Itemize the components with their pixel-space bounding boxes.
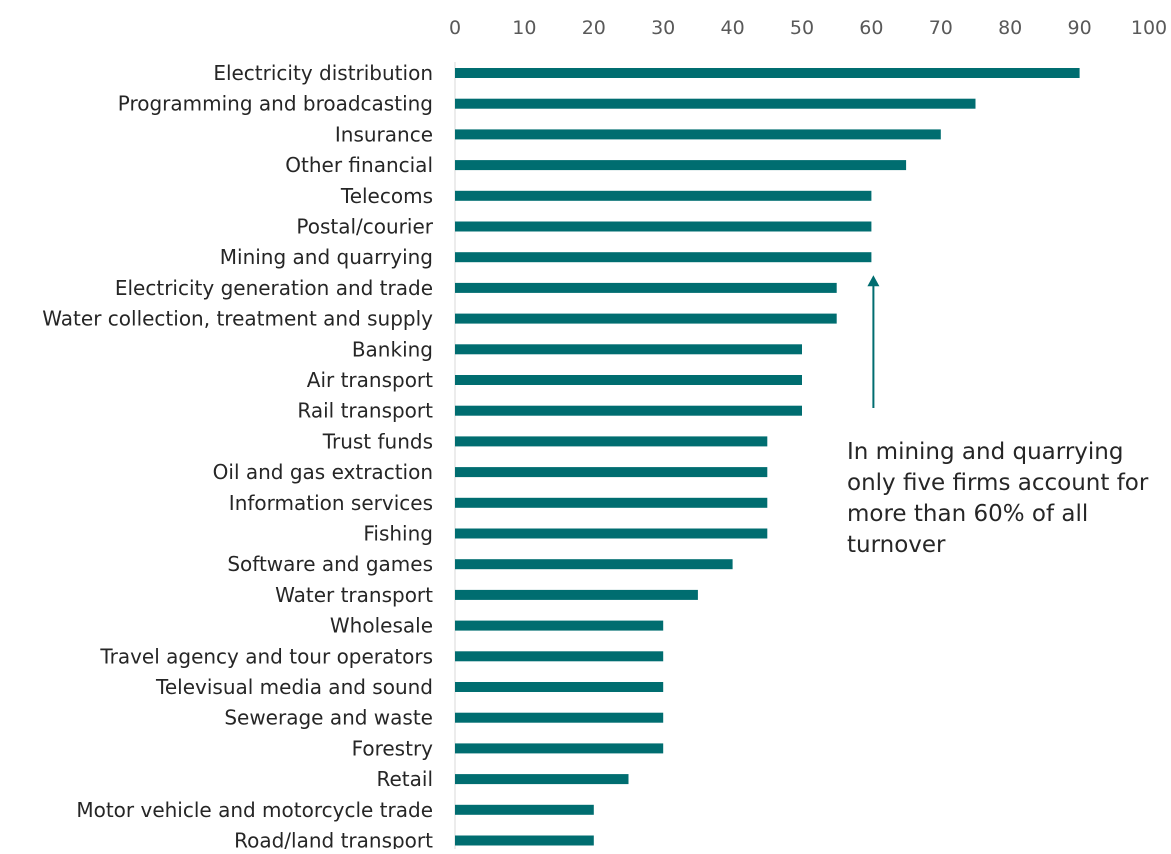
- bar: [455, 68, 1080, 78]
- bar: [455, 221, 872, 232]
- category-label: Telecoms: [340, 184, 433, 208]
- category-label: Insurance: [335, 122, 433, 146]
- category-label: Rail transport: [297, 399, 433, 423]
- category-label: Banking: [352, 337, 433, 361]
- category-label: Trust funds: [322, 429, 433, 453]
- category-label: Motor vehicle and motorcycle trade: [76, 798, 433, 822]
- bar: [455, 743, 664, 754]
- x-tick-label: 10: [512, 17, 536, 39]
- bar: [455, 651, 664, 662]
- bar: [455, 804, 594, 815]
- bar: [455, 774, 629, 785]
- annotation-arrow-head: [867, 275, 880, 287]
- x-tick-label: 40: [721, 17, 745, 39]
- category-label: Sewerage and waste: [224, 706, 433, 730]
- category-label: Fishing: [363, 522, 433, 546]
- x-tick-label: 100: [1131, 17, 1167, 39]
- bar: [455, 559, 733, 570]
- category-label: Travel agency and tour operators: [99, 644, 433, 668]
- bar: [455, 252, 872, 263]
- category-label: Software and games: [227, 552, 433, 576]
- category-label: Electricity distribution: [213, 61, 433, 85]
- category-label: Other financial: [285, 153, 433, 177]
- bars: [455, 68, 1080, 846]
- x-tick-label: 20: [582, 17, 606, 39]
- x-tick-label: 60: [859, 17, 883, 39]
- category-label: Information services: [229, 491, 433, 515]
- category-label: Wholesale: [330, 614, 433, 638]
- category-label: Mining and quarrying: [220, 245, 433, 269]
- x-tick-label: 50: [790, 17, 814, 39]
- bar: [455, 313, 837, 324]
- category-label: Forestry: [352, 736, 434, 760]
- category-label: Road/land transport: [234, 829, 433, 850]
- bar: [455, 589, 698, 600]
- x-tick-label: 90: [1068, 17, 1092, 39]
- x-tick-label: 0: [449, 17, 461, 39]
- x-tick-label: 70: [929, 17, 953, 39]
- category-labels: Electricity distribution Programming and …: [42, 61, 434, 853]
- bar: [455, 497, 768, 508]
- bar: [455, 282, 837, 293]
- bar: [455, 375, 802, 385]
- bar: [455, 344, 802, 355]
- category-label: Postal/courier: [296, 215, 433, 239]
- category-label: Water transport: [275, 583, 433, 607]
- category-label: Air transport: [307, 368, 433, 392]
- bar: [455, 682, 664, 692]
- category-label: Electricity generation and trade: [115, 276, 433, 300]
- bar: [455, 129, 941, 140]
- category-label: Water collection, treatment and supply: [42, 307, 433, 331]
- bar: [455, 98, 976, 109]
- bar: [455, 712, 664, 723]
- annotation-text: In mining and quarrying only five firms …: [847, 439, 1149, 558]
- category-label: Retail: [376, 767, 433, 791]
- x-tick-label: 80: [998, 17, 1022, 39]
- bar: [455, 436, 768, 447]
- bar: [455, 620, 664, 631]
- bar: [455, 528, 768, 539]
- bar: [455, 190, 872, 201]
- annotation-arrow-group: [867, 275, 880, 408]
- category-label: Televisual media and sound: [155, 675, 433, 699]
- x-tick-label: 30: [651, 17, 675, 39]
- x-axis-ticks: 0 10 20 30 40 50 60 70 80 90 100: [449, 17, 1167, 39]
- bar: [455, 160, 907, 171]
- bar: [455, 405, 802, 416]
- category-label: Programming and broadcasting: [118, 92, 433, 116]
- bar: [455, 835, 594, 846]
- bar: [455, 467, 768, 478]
- category-label: Oil and gas extraction: [213, 460, 433, 484]
